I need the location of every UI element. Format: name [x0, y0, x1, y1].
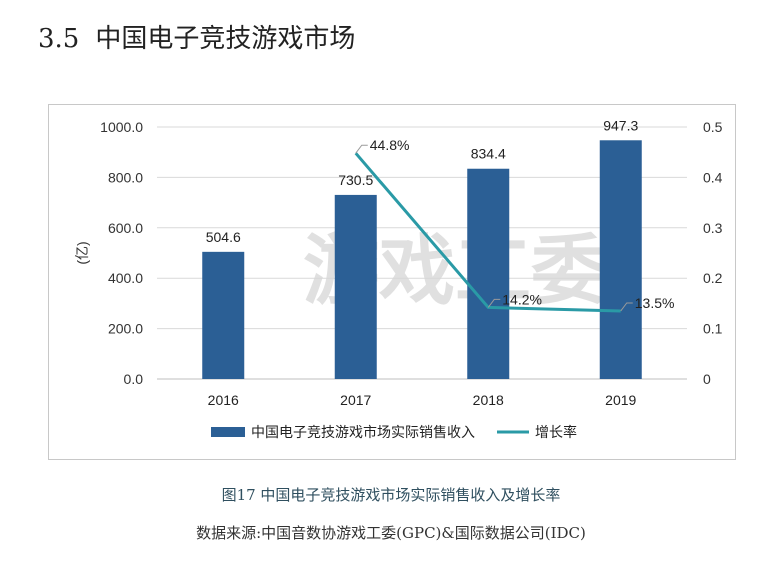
- y-tick-label: 600.0: [108, 220, 143, 236]
- bar: [334, 194, 377, 379]
- x-tick-label: 2018: [473, 392, 504, 408]
- figure-caption: 图17 中国电子竞技游戏市场实际销售收入及增长率: [221, 486, 561, 504]
- y-tick-label: 200.0: [108, 321, 143, 337]
- bar: [467, 168, 510, 379]
- section-title: 3.5 中国电子竞技游戏市场: [38, 18, 355, 55]
- line-value-label: 13.5%: [635, 295, 675, 311]
- bar-value-label: 834.4: [471, 146, 506, 162]
- y2-tick-label: 0.2: [703, 270, 723, 286]
- y-tick-label: 400.0: [108, 270, 143, 286]
- y-tick-label: 0.0: [124, 371, 144, 387]
- y2-tick-label: 0: [703, 371, 711, 387]
- label-leader: [487, 298, 501, 308]
- y2-tick-label: 0.4: [703, 169, 723, 185]
- data-source: 数据来源:中国音数协游戏工委(GPC)&国际数据公司(IDC): [196, 524, 586, 542]
- y-tick-label: 800.0: [108, 169, 143, 185]
- bar-value-label: 504.6: [206, 229, 241, 245]
- line-value-label: 44.8%: [370, 137, 410, 153]
- bar: [202, 251, 245, 379]
- y2-tick-label: 0.3: [703, 220, 723, 236]
- legend-line-label: 增长率: [535, 424, 577, 440]
- bar-value-label: 947.3: [603, 117, 638, 133]
- y2-tick-label: 0.5: [703, 119, 723, 135]
- y-tick-label: 1000.0: [100, 119, 143, 135]
- label-leader: [355, 144, 368, 154]
- legend-bar-swatch: [211, 427, 245, 437]
- x-tick-label: 2016: [208, 392, 239, 408]
- y2-tick-label: 0.1: [703, 321, 723, 337]
- chart: 0.0 200.0 400.0 600.0 800.0 1000.0 0 0.1 0.2 0.3 0…: [74, 117, 723, 440]
- section-number: 3.5: [38, 24, 80, 54]
- x-tick-label: 2017: [340, 392, 371, 408]
- line-value-label: 14.2%: [502, 291, 542, 307]
- x-tick-label: 2019: [605, 392, 636, 408]
- section-heading: 中国电子竞技游戏市场: [95, 24, 356, 54]
- y-axis-label: (亿): [74, 241, 90, 264]
- bar: [599, 140, 642, 379]
- bar-value-label: 730.5: [338, 172, 373, 188]
- label-leader: [620, 302, 633, 312]
- legend-bar-label: 中国电子竞技游戏市场实际销售收入: [251, 424, 475, 440]
- chart-frame: 0.0 200.0 400.0 600.0 800.0 1000.0 0 0.1 0.2 0.3 0…: [48, 104, 736, 460]
